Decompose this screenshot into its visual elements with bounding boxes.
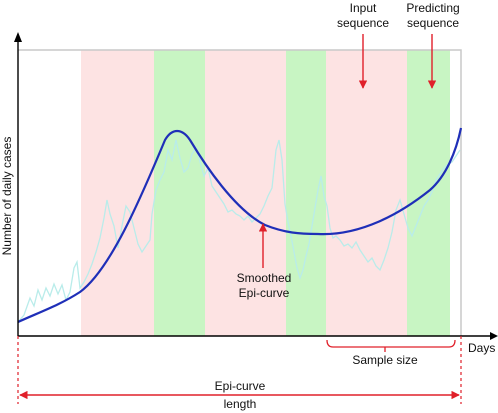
predicting-sequence-band <box>407 50 450 336</box>
predicting-sequence-label-line1: Predicting <box>406 1 459 15</box>
input-sequence-band <box>326 50 407 336</box>
input-sequence-label-line1: Input <box>350 1 377 15</box>
sample-size-bracket <box>326 339 456 348</box>
predicting-sequence-band <box>286 50 326 336</box>
epi-curve-length-label-line2: length <box>224 397 257 411</box>
smoothed-epi-curve <box>17 127 463 324</box>
predicting-sequence-band <box>154 50 205 336</box>
x-axis-label: Days <box>468 341 495 355</box>
input-sequence-band <box>205 50 286 336</box>
y-axis-arrowhead <box>14 32 22 42</box>
raw-daily-cases-line <box>17 139 461 323</box>
smoothed-curve-label-line2: Epi-curve <box>239 286 290 300</box>
predicting-sequence-label-line2: sequence <box>407 16 459 30</box>
input-sequence-label-line2: sequence <box>337 16 389 30</box>
epi-curve-length-label-line1: Epi-curve <box>215 379 266 393</box>
y-axis-label: Number of daily cases <box>0 137 14 256</box>
smoothed-curve-label-line1: Smoothed <box>237 271 292 285</box>
sequence-bands <box>81 50 450 336</box>
plot-frame <box>18 49 462 336</box>
sample-size-label: Sample size <box>352 353 418 367</box>
x-axis-arrowhead <box>490 332 498 340</box>
